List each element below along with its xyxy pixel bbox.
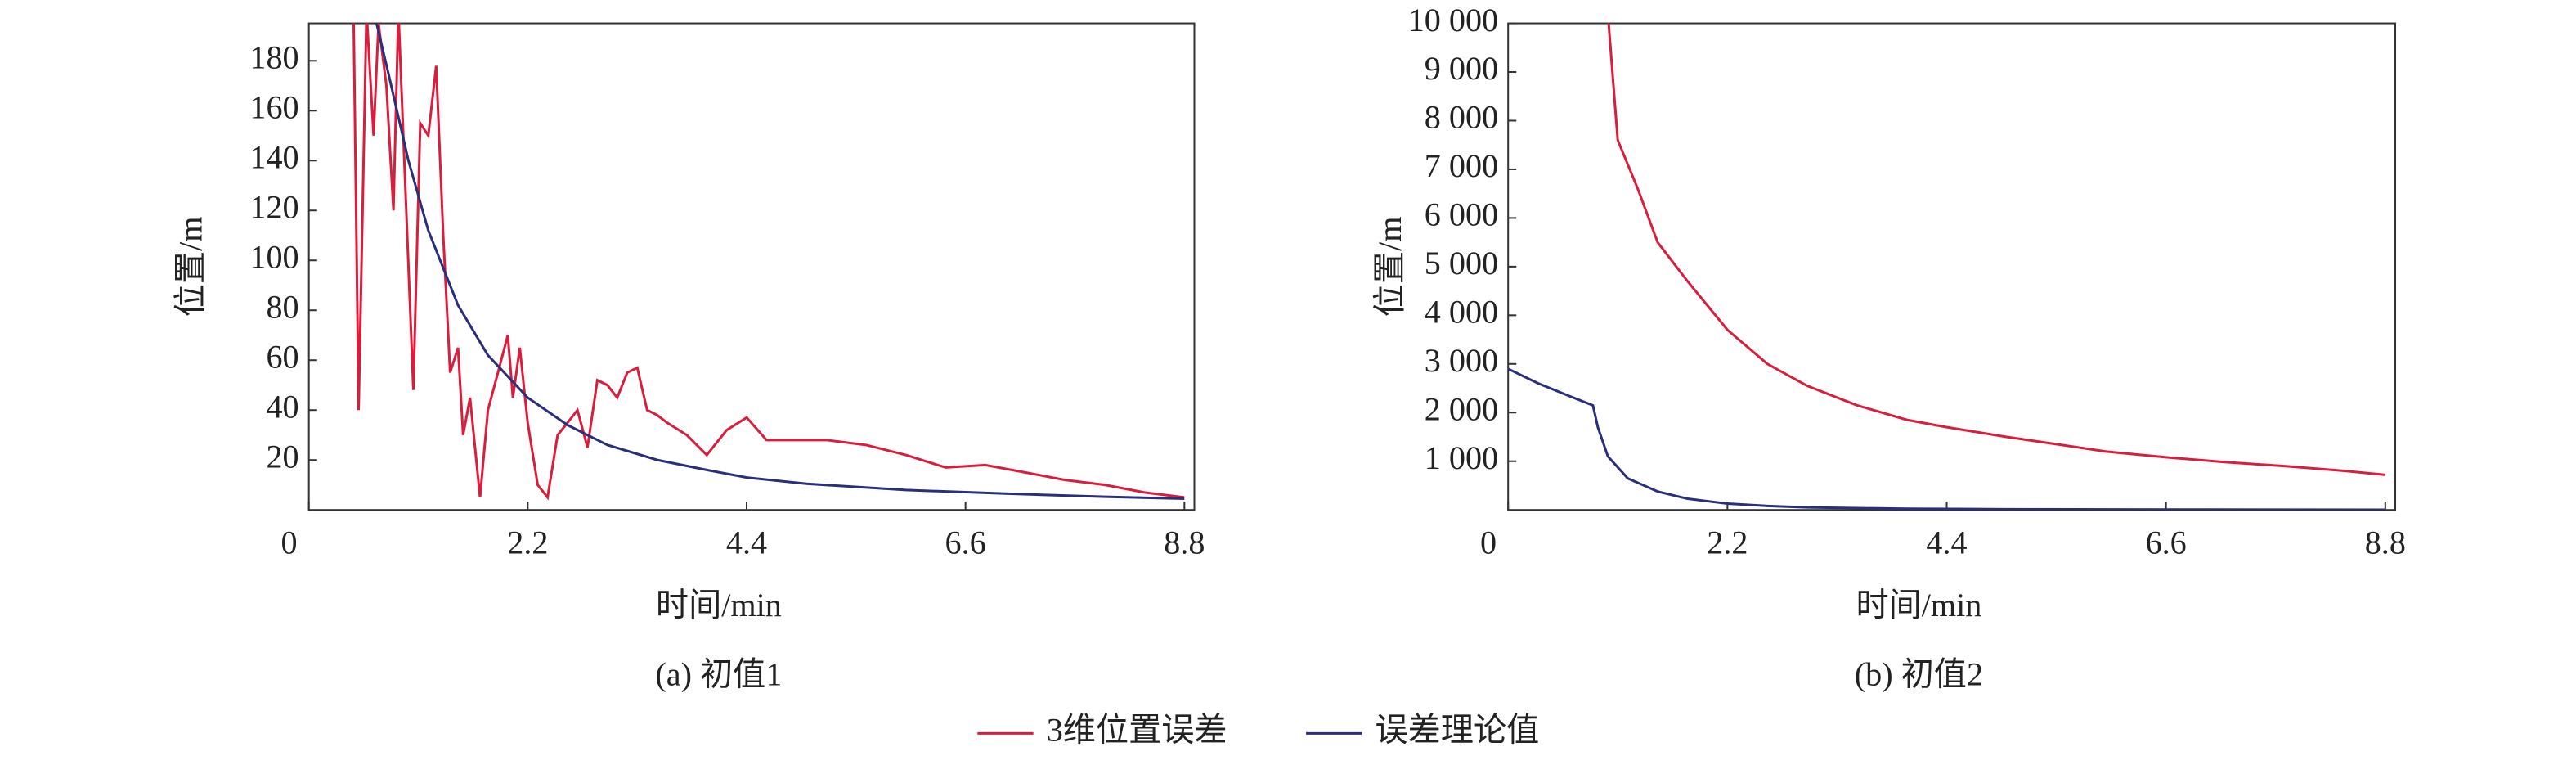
x-tick-label: 6.6: [2146, 524, 2187, 561]
y-tick-label: 10 000: [1408, 2, 1498, 38]
plot-frame: [307, 22, 1196, 511]
x-tick-label: 8.8: [1164, 524, 1205, 561]
y-tick-label: 7 000: [1425, 147, 1498, 184]
plot-lines: [1508, 23, 2385, 511]
y-axis-label: 位置/m: [172, 217, 209, 317]
y-tick-label: 1 000: [1425, 439, 1498, 476]
legend-label: 误差理论值: [1375, 712, 1539, 749]
series-line: [375, 23, 1185, 501]
series-line: [352, 23, 1185, 501]
plot-frame: [1507, 22, 2397, 511]
y-tick-label: 40: [266, 388, 298, 425]
y-tick-label: 9 000: [1425, 50, 1498, 87]
y-axis-label: 位置/m: [1371, 217, 1408, 317]
y-tick-label: 2 000: [1425, 390, 1498, 427]
y-tick-label: 60: [266, 338, 298, 375]
x-tick-label: 2.2: [507, 524, 548, 561]
series-line: [1508, 367, 2385, 511]
x-axis-label: 时间/min: [1856, 587, 1981, 623]
y-tick-label: 6 000: [1425, 196, 1498, 233]
legend-label: 3维位置误差: [1047, 712, 1227, 749]
x-tick-label: 0: [281, 524, 298, 561]
x-tick-label: 6.6: [945, 524, 986, 561]
x-axis-label: 时间/min: [656, 587, 782, 623]
caption: (a) 初值1: [655, 655, 782, 692]
y-tick-label: 160: [249, 88, 298, 125]
y-tick-label: 100: [249, 238, 298, 275]
y-tick-label: 3 000: [1425, 342, 1498, 379]
x-tick-label: 2.2: [1707, 524, 1748, 561]
y-tick-label: 4 000: [1425, 294, 1498, 331]
x-tick-label: 4.4: [1926, 524, 1967, 561]
plot-lines: [352, 23, 1185, 501]
y-tick-label: 8 000: [1425, 99, 1498, 136]
x-tick-label: 8.8: [2365, 524, 2406, 561]
x-tick-label: 0: [1480, 524, 1497, 561]
y-tick-label: 120: [249, 188, 298, 225]
y-tick-label: 5 000: [1425, 245, 1498, 281]
caption: (b) 初值2: [1855, 655, 1983, 692]
y-tick-label: 80: [266, 288, 298, 325]
series-line: [1607, 23, 2385, 476]
y-tick-label: 20: [266, 438, 298, 475]
y-tick-label: 140: [249, 138, 298, 175]
x-tick-label: 4.4: [726, 524, 767, 561]
y-tick-label: 180: [249, 39, 298, 76]
